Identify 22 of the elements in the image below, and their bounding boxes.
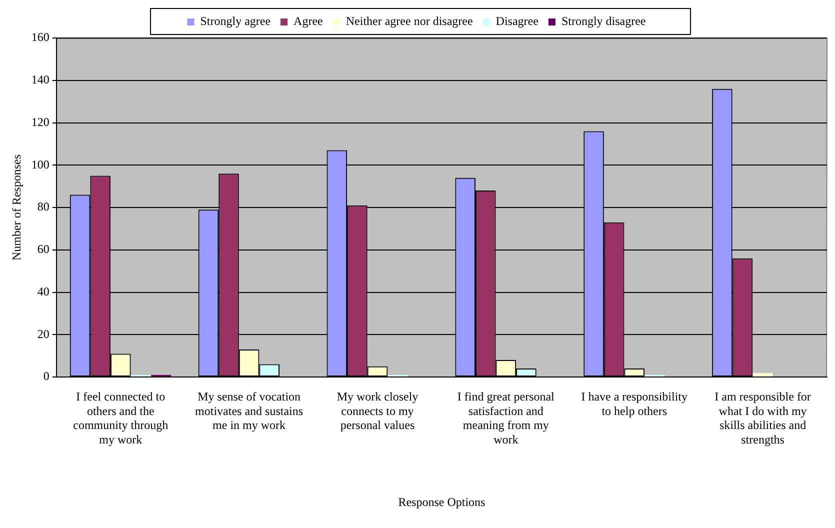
x-tick-label: I have a responsibility to help others: [581, 389, 688, 418]
y-tick-label: 140: [31, 72, 50, 87]
x-tick-label: I am responsible for what I do with my skills abilities and strengths: [714, 389, 811, 447]
x-axis-title: Response Options: [398, 494, 486, 509]
y-tick-label: 0: [43, 369, 50, 384]
y-tick-label: 100: [31, 157, 50, 172]
legend-label: Neither agree nor disagree: [346, 14, 473, 28]
x-tick-label: My work closely connects to my personal values: [336, 389, 418, 432]
y-tick-label: 160: [31, 30, 50, 44]
y-tick-label: 20: [37, 326, 50, 341]
y-tick-label: 60: [37, 242, 50, 256]
legend-label: Strongly disagree: [561, 14, 646, 28]
x-tick-label: My sense of vocation motivates and sustains me in my work: [195, 389, 304, 432]
x-tick-label: I feel connected to others and the community through my work: [73, 389, 168, 447]
x-tick-label: I find great personal satisfaction and meaning from my work: [457, 389, 556, 447]
legend-label: Strongly agree: [200, 14, 271, 28]
y-axis-title: Number of Responses: [9, 154, 24, 260]
legend-label: Agree: [294, 14, 323, 28]
legend-label: Disagree: [496, 14, 538, 28]
y-tick-label: 120: [31, 114, 50, 129]
y-tick-label: 80: [37, 200, 50, 214]
y-tick-label: 40: [37, 284, 50, 298]
